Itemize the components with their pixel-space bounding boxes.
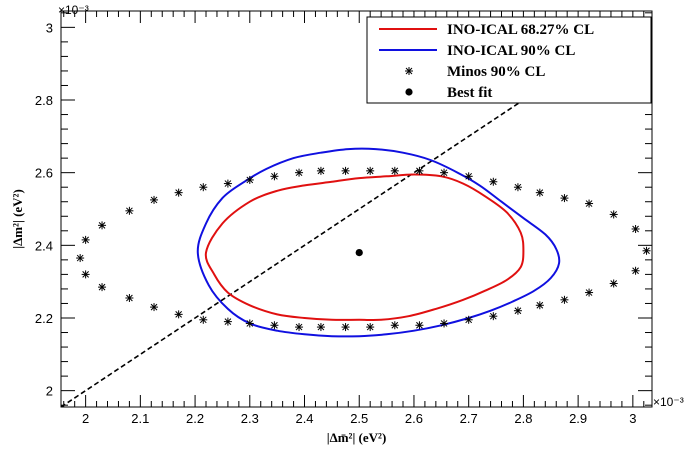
- minos-marker: [199, 315, 208, 324]
- minos-marker: [81, 270, 90, 279]
- tick-marks: [61, 11, 652, 407]
- minos-marker: [150, 195, 159, 204]
- x-tick-label: 2.8: [514, 411, 532, 426]
- x-tick-label: 2.6: [405, 411, 423, 426]
- legend-entry: INO-ICAL 68.27% CL: [447, 22, 594, 38]
- minos-marker: [464, 315, 473, 324]
- minos-marker: [560, 295, 569, 304]
- y-axis-multiplier: ×10⁻³: [58, 3, 89, 17]
- minos-marker: [81, 235, 90, 244]
- minos-marker: [415, 321, 424, 330]
- plot-frame: [60, 10, 653, 408]
- minos-marker: [295, 323, 304, 332]
- minos-marker: [609, 210, 618, 219]
- minos-marker: [295, 168, 304, 177]
- minos-marker: [150, 303, 159, 312]
- minos-marker: [223, 179, 232, 188]
- legend-entry: Best fit: [447, 85, 492, 101]
- x-tick-label: 2.5: [350, 411, 368, 426]
- y-tick-label: 2: [46, 384, 53, 399]
- minos-marker: [390, 321, 399, 330]
- minos-marker: [199, 183, 208, 192]
- y-axis-label: |Δm²| (eV²): [10, 189, 25, 249]
- minos-marker: [489, 177, 498, 186]
- y-tick-label: 2.6: [35, 166, 53, 181]
- x-tick-label: 2.9: [569, 411, 587, 426]
- minos-marker: [560, 194, 569, 203]
- x-axis-multiplier: ×10⁻³: [653, 395, 684, 409]
- minos-marker: [535, 188, 544, 197]
- minos-marker: [341, 166, 350, 175]
- minos-marker: [245, 319, 254, 328]
- legend-swatch: [405, 67, 413, 75]
- minos-marker: [341, 323, 350, 332]
- minos-marker: [585, 288, 594, 297]
- minos-marker: [366, 166, 375, 175]
- minos-marker: [125, 206, 134, 215]
- x-tick-label: 2.7: [460, 411, 478, 426]
- x-tick-label: 2.3: [241, 411, 259, 426]
- minos-marker: [366, 323, 375, 332]
- minos-marker: [174, 310, 183, 319]
- minos-marker: [489, 312, 498, 321]
- diagonal-dashed-line: [61, 99, 524, 407]
- minos-marker: [513, 183, 522, 192]
- minos-marker: [642, 246, 651, 255]
- y-tick-label: 2.8: [35, 93, 53, 108]
- y-tick-label: 3: [46, 20, 53, 35]
- x-tick-label: 2: [82, 411, 89, 426]
- minos-marker: [98, 283, 107, 292]
- minos-marker: [125, 294, 134, 303]
- plot-area: [61, 99, 651, 407]
- minos-marker: [464, 172, 473, 181]
- legend-entry: Minos 90% CL: [447, 64, 545, 80]
- x-tick-label: 2.4: [295, 411, 313, 426]
- minos-marker: [316, 323, 325, 332]
- minos-marker: [631, 266, 640, 275]
- axes: [60, 10, 653, 408]
- minos-marker: [316, 166, 325, 175]
- x-axis-label: |Δm̄²| (eV²): [327, 430, 387, 445]
- minos-marker: [535, 301, 544, 310]
- y-tick-label: 2.2: [35, 311, 53, 326]
- x-tick-label: 2.1: [131, 411, 149, 426]
- tick-labels: 2 2.1 2.2 2.3 2.4 2.5 2.6 2.7 2.8 2.9 3 2 2.2 2.4 2.6 2…: [35, 20, 637, 426]
- minos-marker: [609, 279, 618, 288]
- minos-marker: [174, 188, 183, 197]
- minos-marker: [415, 166, 424, 175]
- minos-marker: [390, 166, 399, 175]
- minos-marker: [270, 321, 279, 330]
- best-fit-point: [355, 248, 363, 257]
- legend-box: [366, 16, 652, 104]
- minos-marker: [440, 168, 449, 177]
- minos-marker: [513, 306, 522, 315]
- x-tick-label: 2.2: [186, 411, 204, 426]
- legend: INO-ICAL 68.27% CL INO-ICAL 90% CL Minos 9…: [366, 16, 652, 104]
- minos-marker: [440, 319, 449, 328]
- contour-68-cl: [204, 173, 525, 322]
- minos-marker: [223, 317, 232, 326]
- x-tick-label: 3: [629, 411, 636, 426]
- minos-marker: [98, 221, 107, 230]
- legend-swatch: [405, 88, 413, 96]
- minos-marker: [245, 175, 254, 184]
- y-tick-label: 2.4: [35, 238, 53, 253]
- minos-marker: [270, 172, 279, 181]
- minos-marker: [585, 199, 594, 208]
- minos-marker: [76, 254, 85, 263]
- contour-90-cl: [196, 147, 561, 338]
- minos-marker: [631, 224, 640, 233]
- legend-entry: INO-ICAL 90% CL: [447, 43, 575, 59]
